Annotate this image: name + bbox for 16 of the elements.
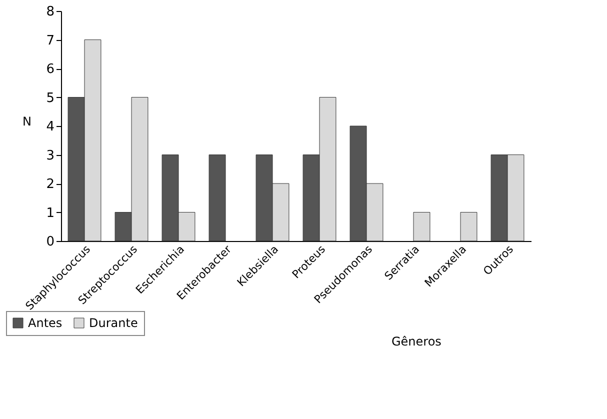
y-tick-label: 7 (46, 33, 54, 48)
bar (460, 212, 478, 242)
y-tick-label: 5 (46, 90, 54, 106)
y-tick-label: 6 (46, 62, 54, 77)
y-tick-label: 4 (46, 120, 54, 134)
y-tick-label: 2 (46, 177, 54, 192)
legend-label: Antes (28, 316, 62, 330)
y-tick-label: 3 (46, 148, 54, 164)
legend-label: Durante (89, 316, 138, 330)
x-axis-title: Gêneros (392, 334, 442, 348)
y-tick-label: 0 (46, 234, 54, 250)
y-tick-label: 8 (46, 4, 54, 20)
y-tick-label: 1 (46, 206, 54, 221)
bar (413, 212, 430, 242)
y-axis-title: N (22, 114, 32, 128)
bar (208, 154, 226, 242)
